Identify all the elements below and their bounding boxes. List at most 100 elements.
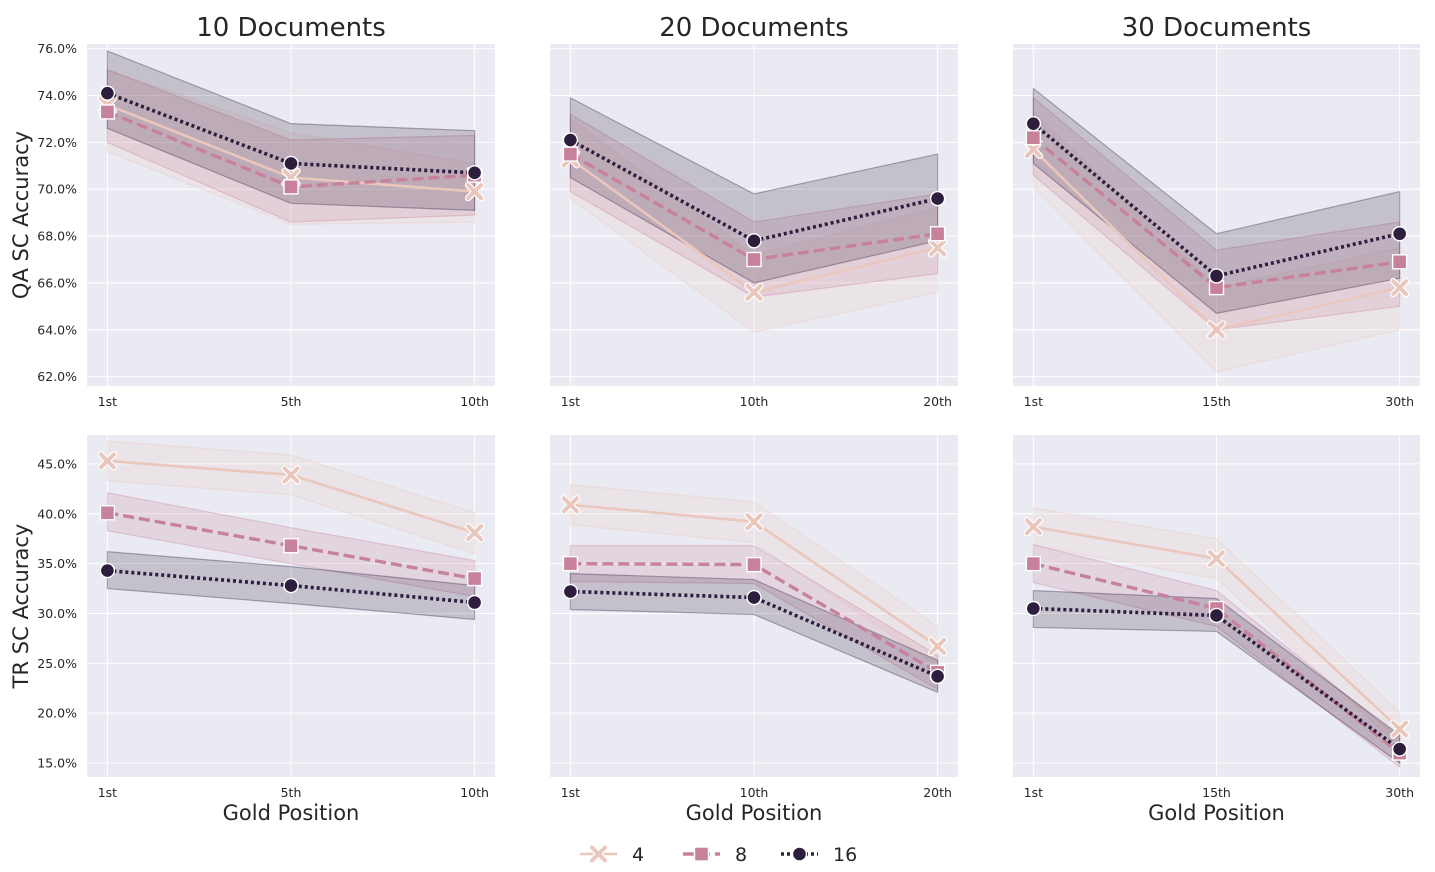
data-point-4 bbox=[1023, 517, 1044, 537]
ci-band-16 bbox=[106, 50, 476, 211]
data-point-4 bbox=[1389, 277, 1410, 298]
data-point-4-cross bbox=[466, 524, 484, 542]
legend-label: 8 bbox=[735, 844, 747, 866]
data-point-8 bbox=[99, 505, 116, 521]
data-point-8 bbox=[466, 570, 483, 587]
panel-6: 1st 15th 30th Gold Position bbox=[1013, 435, 1420, 825]
data-point-8 bbox=[746, 251, 762, 268]
data-point-4 bbox=[1206, 548, 1227, 569]
x-tick-label: 15th bbox=[1202, 785, 1231, 800]
data-point-16 bbox=[746, 589, 762, 606]
data-point-4-cross bbox=[1208, 321, 1225, 339]
data-point-4-cross bbox=[745, 283, 763, 301]
data-point-8 bbox=[1025, 555, 1042, 572]
data-point-16 bbox=[1208, 607, 1225, 624]
panel-1: 62.0% 64.0% 66.0% 68.0% 70.0% 72.0% 74.0% 76.0%… bbox=[9, 13, 495, 409]
x-axis-label: Gold Position bbox=[1148, 801, 1285, 825]
ci-band-8 bbox=[569, 545, 939, 691]
data-point-16 bbox=[1025, 115, 1042, 132]
x-tick-label: 1st bbox=[561, 785, 580, 800]
data-point-8 bbox=[929, 226, 946, 242]
data-point-16 bbox=[99, 562, 116, 579]
x-tick-label: 10th bbox=[740, 785, 769, 800]
data-point-4 bbox=[281, 465, 301, 485]
data-point-4-cross bbox=[561, 496, 579, 514]
legend-marker-cross bbox=[590, 845, 607, 863]
legend-item-4: 4 bbox=[580, 844, 644, 866]
y-tick-label: 15.0% bbox=[37, 756, 77, 771]
series-line-16 bbox=[107, 568, 475, 605]
y-tick-label: 62.0% bbox=[37, 369, 77, 384]
data-point-16 bbox=[1391, 741, 1408, 757]
data-point-16 bbox=[562, 583, 579, 600]
data-point-16 bbox=[1391, 226, 1408, 242]
data-point-4-cross bbox=[929, 637, 947, 655]
legend-item-8: 8 bbox=[683, 844, 747, 866]
data-point-4 bbox=[1389, 719, 1410, 739]
x-tick-label: 5th bbox=[281, 394, 302, 409]
data-point-4 bbox=[464, 523, 485, 543]
y-tick-label: 30.0% bbox=[37, 606, 77, 621]
data-point-4-cross bbox=[745, 513, 763, 531]
panel-title: 10 Documents bbox=[196, 13, 386, 43]
data-point-4 bbox=[744, 512, 764, 532]
ci-band-8 bbox=[1032, 543, 1401, 769]
panel-title: 30 Documents bbox=[1122, 13, 1312, 43]
data-point-4 bbox=[560, 495, 581, 515]
x-tick-label: 30th bbox=[1385, 394, 1414, 409]
data-point-4 bbox=[927, 636, 948, 657]
data-point-16 bbox=[562, 132, 579, 148]
legend-marker bbox=[791, 846, 808, 862]
x-tick-label: 30th bbox=[1385, 785, 1414, 800]
series-line-16 bbox=[1032, 122, 1401, 278]
data-point-16 bbox=[99, 85, 116, 101]
data-point-16 bbox=[1025, 600, 1042, 617]
data-point-16 bbox=[1208, 268, 1225, 284]
data-point-4-cross bbox=[929, 239, 947, 257]
data-point-4 bbox=[1206, 320, 1227, 340]
panel-2: 1st 10th 20th 20 Documents bbox=[550, 13, 958, 409]
ci-band-8 bbox=[1032, 96, 1401, 331]
ci-band-16 bbox=[569, 572, 939, 694]
x-tick-label: 1st bbox=[98, 394, 117, 409]
ci-band-16 bbox=[1032, 589, 1401, 765]
legend: 4 8 16 bbox=[580, 844, 857, 866]
x-tick-label: 1st bbox=[98, 785, 117, 800]
y-tick-label: 68.0% bbox=[37, 229, 77, 244]
x-tick-label: 5th bbox=[281, 785, 302, 800]
series-line-8 bbox=[1032, 136, 1400, 290]
y-tick-label: 70.0% bbox=[37, 182, 77, 197]
series-line-8 bbox=[1032, 561, 1401, 755]
panel-3: 1st 15th 30th 30 Documents bbox=[1013, 13, 1420, 409]
y-tick-label: 64.0% bbox=[37, 322, 77, 337]
y-tick-label: 35.0% bbox=[37, 556, 77, 571]
data-point-4-cross bbox=[1024, 518, 1042, 536]
ci-band-8 bbox=[569, 113, 939, 298]
legend-label: 16 bbox=[833, 844, 857, 866]
legend-label: 4 bbox=[632, 844, 644, 866]
y-tick-label: 40.0% bbox=[37, 506, 77, 521]
x-tick-label: 1st bbox=[561, 394, 580, 409]
x-tick-label: 20th bbox=[923, 785, 952, 800]
x-tick-label: 1st bbox=[1024, 394, 1043, 409]
y-axis-label: TR SC Accuracy bbox=[9, 524, 33, 690]
data-point-4-cross bbox=[1391, 720, 1409, 738]
panel-title: 20 Documents bbox=[659, 13, 849, 43]
x-tick-label: 15th bbox=[1202, 394, 1231, 409]
legend-item-16: 16 bbox=[781, 844, 857, 866]
data-point-4-cross bbox=[1391, 279, 1409, 297]
y-tick-label: 25.0% bbox=[37, 656, 77, 671]
data-point-8 bbox=[746, 556, 762, 573]
data-point-4 bbox=[927, 238, 948, 258]
data-point-4 bbox=[744, 282, 764, 303]
data-point-4 bbox=[97, 451, 118, 471]
data-point-16 bbox=[929, 190, 946, 207]
y-tick-label: 74.0% bbox=[37, 88, 77, 103]
data-point-4 bbox=[464, 181, 485, 202]
data-point-16 bbox=[929, 668, 946, 684]
y-tick-label: 45.0% bbox=[37, 456, 77, 471]
x-tick-label: 20th bbox=[923, 394, 952, 409]
data-point-8 bbox=[283, 537, 299, 554]
series-line-16 bbox=[570, 589, 939, 678]
